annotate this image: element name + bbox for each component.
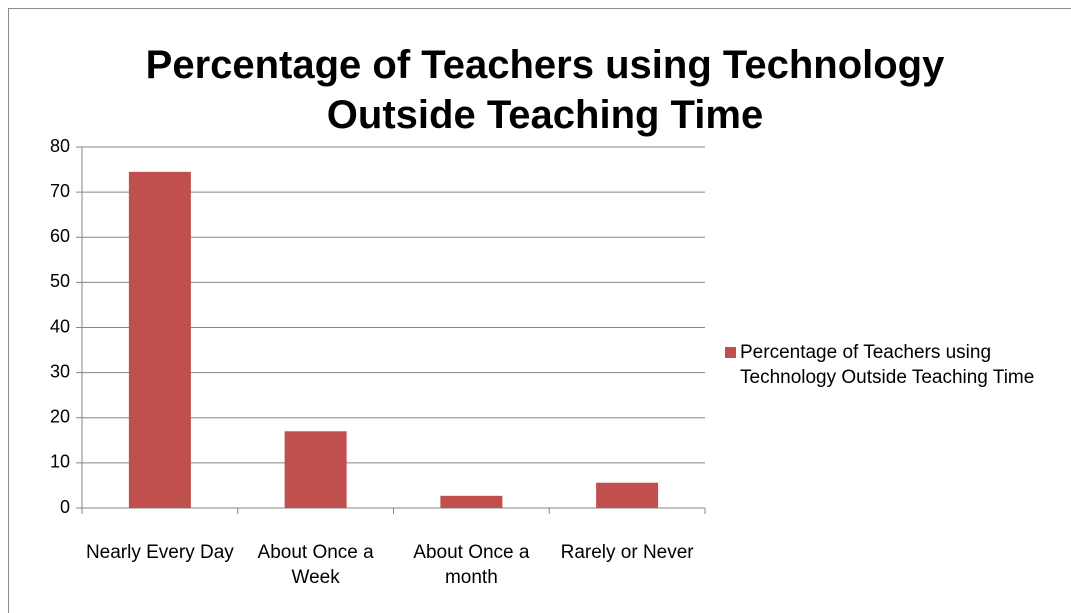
y-tick-label: 40 xyxy=(50,316,70,336)
y-tick-label: 50 xyxy=(50,271,70,291)
y-tick-label: 20 xyxy=(50,407,70,427)
x-tick-label: Nearly Every Day xyxy=(85,542,234,563)
x-tick-label: About Once a month xyxy=(413,542,530,588)
y-tick-label: 0 xyxy=(60,497,70,517)
chart-border xyxy=(8,8,1071,613)
x-tick-label: Rarely or Never xyxy=(560,542,694,563)
legend: Percentage of Teachers using Technology … xyxy=(725,340,1060,390)
x-tick-label: About Once a Week xyxy=(257,542,374,588)
chart-title: Percentage of Teachers using Technology … xyxy=(145,43,945,137)
y-tick-label: 80 xyxy=(50,136,70,156)
bar xyxy=(284,431,347,508)
y-tick-label: 30 xyxy=(50,361,70,381)
bar xyxy=(596,482,659,508)
y-tick-label: 10 xyxy=(50,452,70,472)
legend-swatch xyxy=(725,347,736,358)
y-tick-label: 60 xyxy=(50,226,70,246)
bar xyxy=(128,171,191,508)
y-tick-label: 70 xyxy=(50,181,70,201)
legend-label: Percentage of Teachers using Technology … xyxy=(740,342,1035,388)
bar xyxy=(440,495,503,508)
